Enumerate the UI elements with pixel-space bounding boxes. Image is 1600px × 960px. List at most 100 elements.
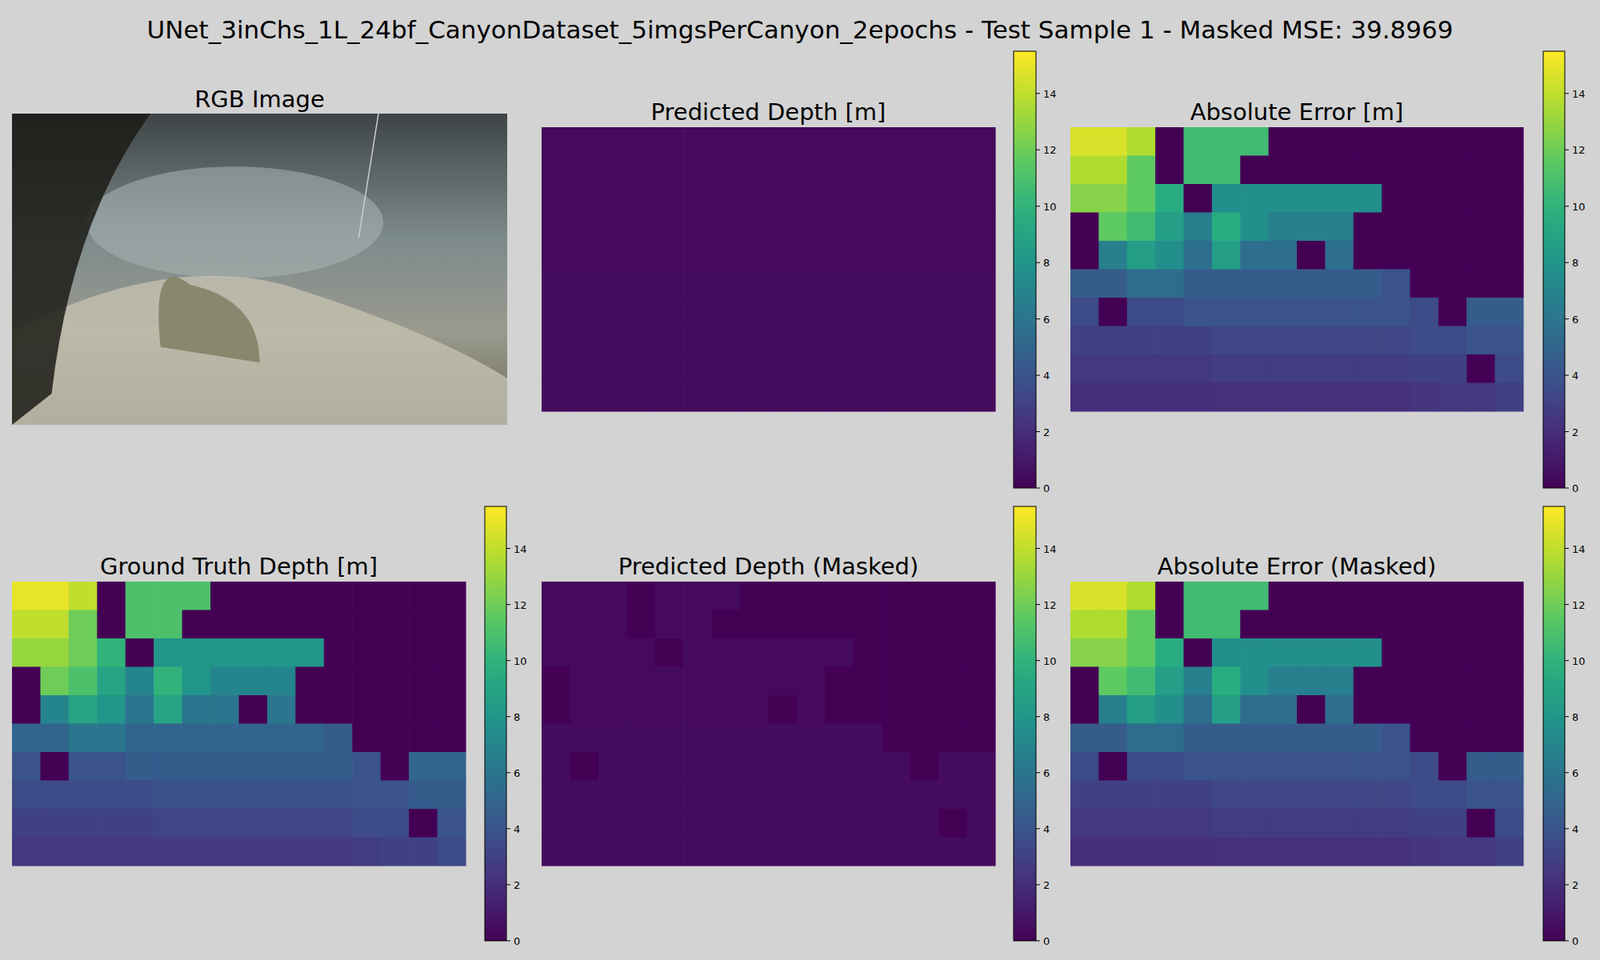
- heat-cell: [853, 240, 883, 270]
- heat-cell: [967, 638, 996, 668]
- heat-cell: [740, 240, 769, 270]
- heat-cell: [1495, 780, 1524, 810]
- heat-cell: [1212, 354, 1241, 384]
- heat-cell: [1438, 667, 1468, 696]
- heat-cell: [1070, 240, 1100, 270]
- heat-cell: [1410, 581, 1440, 611]
- heat-cell: [352, 780, 381, 810]
- colorbar-tick-label: 12: [513, 599, 528, 612]
- heat-cell: [853, 297, 883, 327]
- heat-cell: [380, 695, 410, 724]
- heat-cell: [1466, 184, 1496, 213]
- heat-cell: [267, 581, 296, 611]
- heat-cell: [1098, 184, 1128, 213]
- heat-cell: [796, 212, 826, 242]
- heat-cell: [324, 667, 353, 696]
- colorbar-tick: [1564, 660, 1569, 661]
- colorbar: [1543, 506, 1565, 941]
- heat-cell: [408, 667, 438, 696]
- heat-cell: [1240, 780, 1269, 810]
- heat-cell: [1324, 156, 1354, 185]
- colorbar-tick: [1564, 431, 1569, 432]
- colorbar-tick-label: 0: [1043, 482, 1050, 495]
- heat-cell: [1381, 752, 1411, 781]
- heat-cell: [267, 638, 296, 668]
- colorbar: [484, 506, 507, 941]
- heat-cell: [541, 695, 571, 724]
- heat-cell: [967, 780, 996, 810]
- heat-cell: [96, 752, 126, 781]
- heat-cell: [712, 808, 741, 838]
- heat-cell: [408, 752, 438, 781]
- heat-cell: [768, 269, 798, 299]
- heat-cell: [1098, 212, 1128, 242]
- heat-cell: [68, 808, 98, 838]
- heat-cell: [324, 837, 353, 867]
- heat-cell: [1353, 724, 1383, 753]
- heat-cell: [96, 581, 126, 611]
- heat-cell: [1296, 297, 1326, 327]
- heat-cell: [824, 667, 854, 696]
- heat-cell: [768, 156, 798, 185]
- heat-cell: [1240, 326, 1269, 356]
- heat-cell: [853, 638, 883, 668]
- heat-cell: [1212, 638, 1241, 668]
- heat-cell: [1381, 184, 1411, 213]
- heat-cell: [712, 156, 741, 185]
- heat-cell: [1324, 212, 1354, 242]
- heat-cell: [295, 610, 324, 640]
- heat-cell: [541, 212, 571, 242]
- heat-cell: [824, 326, 854, 356]
- colorbar-tick: [1564, 548, 1569, 549]
- heat-cell: [1381, 667, 1411, 696]
- heat-cell: [910, 212, 940, 242]
- heat-cell: [1495, 724, 1524, 753]
- heat-cell: [541, 837, 571, 867]
- heat-cell: [1495, 240, 1524, 270]
- rgb-image: [12, 113, 508, 425]
- heat-cell: [1324, 667, 1354, 696]
- heat-cell: [1296, 638, 1326, 668]
- heat-cell: [1155, 184, 1184, 213]
- colorbar-tick-label: 0: [1043, 935, 1050, 948]
- heat-cell: [881, 383, 911, 412]
- heat-cell: [569, 240, 599, 270]
- heat-cell: [683, 383, 712, 412]
- heat-cell: [153, 638, 183, 668]
- heat-cell: [239, 667, 268, 696]
- heat-cell: [569, 610, 599, 640]
- heat-cell: [1296, 240, 1326, 270]
- heat-cell: [824, 610, 854, 640]
- heat-cell: [1466, 127, 1496, 156]
- heat-cell: [655, 383, 684, 412]
- heat-cell: [1155, 269, 1184, 299]
- heat-cell: [68, 724, 98, 753]
- colorbar-tick: [1036, 262, 1040, 264]
- heat-cell: [1353, 808, 1383, 838]
- heat-cell: [1127, 156, 1156, 185]
- heat-cell: [881, 156, 911, 185]
- heat-cell: [683, 724, 712, 753]
- heat-cell: [1098, 837, 1128, 867]
- heat-cell: [295, 667, 324, 696]
- heat-cell: [938, 127, 968, 156]
- heat-cell: [380, 581, 410, 611]
- heat-cell: [1155, 127, 1184, 156]
- heat-cell: [1127, 638, 1156, 668]
- heat-cell: [437, 638, 467, 668]
- heat-cell: [655, 667, 684, 696]
- heat-cell: [1466, 837, 1496, 867]
- heat-cell: [1438, 127, 1468, 156]
- heat-cell: [295, 752, 324, 781]
- heat-cell: [239, 752, 268, 781]
- panel-title: Predicted Depth (Masked): [618, 552, 919, 580]
- heat-cell: [712, 184, 741, 213]
- heat-cell: [967, 212, 996, 242]
- heat-cell: [1070, 752, 1100, 781]
- heat-cell: [1098, 724, 1128, 753]
- heat-cell: [824, 752, 854, 781]
- heat-cell: [910, 297, 940, 327]
- colorbar-tick-label: 8: [513, 711, 520, 724]
- heat-cell: [1127, 297, 1156, 327]
- heat-cell: [881, 581, 911, 611]
